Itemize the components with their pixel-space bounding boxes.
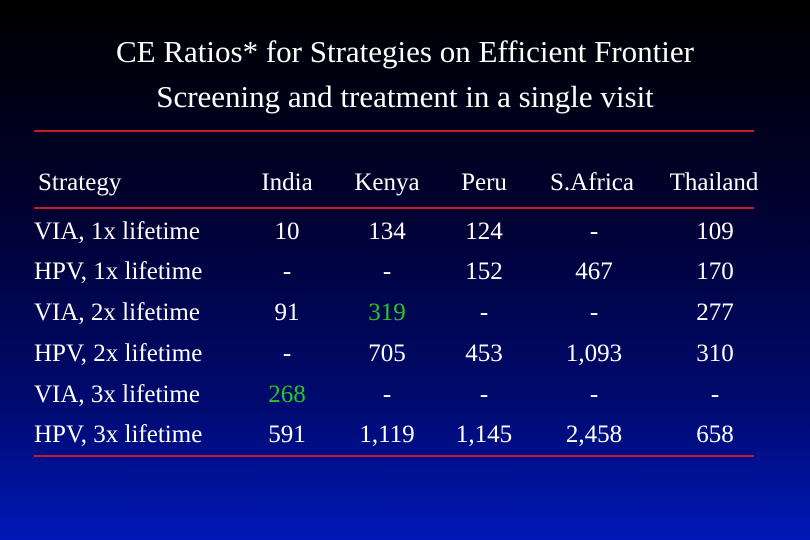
cell-s-africa: 467 bbox=[575, 258, 613, 285]
cell-india: 91 bbox=[274, 299, 300, 326]
cell-kenya-highlighted: 319 bbox=[368, 299, 406, 326]
cell-kenya: - bbox=[382, 381, 392, 408]
cell-peru: 124 bbox=[465, 218, 503, 245]
cell-thailand: 310 bbox=[696, 340, 734, 367]
cell-kenya: 705 bbox=[368, 340, 406, 367]
cell-thailand: - bbox=[710, 381, 720, 408]
cell-peru: - bbox=[479, 381, 489, 408]
cell-peru: 152 bbox=[465, 258, 503, 285]
cell-india: 591 bbox=[268, 421, 306, 448]
slide-title-line-2: Screening and treatment in a single visi… bbox=[156, 79, 654, 114]
cell-india: - bbox=[282, 258, 292, 285]
header-s-africa: S.Africa bbox=[550, 169, 634, 196]
cell-india: 10 bbox=[274, 218, 300, 245]
table-row: VIA, 1x lifetime 10 134 124 - 109 bbox=[0, 218, 810, 258]
table-bottom-divider bbox=[34, 455, 754, 457]
cell-india: - bbox=[282, 340, 292, 367]
cell-s-africa: - bbox=[589, 218, 599, 245]
table-row: VIA, 2x lifetime 91 319 - - 277 bbox=[0, 299, 810, 339]
table-row: HPV, 3x lifetime 591 1,119 1,145 2,458 6… bbox=[0, 421, 810, 461]
cell-india-highlighted: 268 bbox=[268, 381, 306, 408]
cell-kenya: 134 bbox=[368, 218, 406, 245]
cell-peru: 453 bbox=[465, 340, 503, 367]
header-thailand: Thailand bbox=[669, 169, 759, 196]
header-divider bbox=[34, 207, 754, 209]
slide-title-line-1: CE Ratios* for Strategies on Efficient F… bbox=[116, 34, 694, 69]
cell-s-africa: - bbox=[589, 381, 599, 408]
cell-thailand: 658 bbox=[696, 421, 734, 448]
cell-strategy: HPV, 2x lifetime bbox=[34, 340, 203, 367]
cell-thailand: 170 bbox=[696, 258, 734, 285]
cell-strategy: VIA, 1x lifetime bbox=[34, 218, 200, 245]
table-row: HPV, 1x lifetime - - 152 467 170 bbox=[0, 258, 810, 298]
cell-strategy: HPV, 1x lifetime bbox=[34, 258, 203, 285]
cell-peru: - bbox=[479, 299, 489, 326]
table-row: VIA, 3x lifetime 268 - - - - bbox=[0, 381, 810, 421]
header-peru: Peru bbox=[461, 169, 507, 196]
cell-strategy: HPV, 3x lifetime bbox=[34, 421, 203, 448]
cell-s-africa: - bbox=[589, 299, 599, 326]
header-kenya: Kenya bbox=[354, 169, 420, 196]
title-divider bbox=[34, 130, 754, 132]
header-strategy: Strategy bbox=[38, 169, 122, 196]
cell-s-africa: 1,093 bbox=[565, 340, 623, 367]
cell-kenya: - bbox=[382, 258, 392, 285]
cell-s-africa: 2,458 bbox=[565, 421, 623, 448]
cell-thailand: 109 bbox=[696, 218, 734, 245]
cell-thailand: 277 bbox=[696, 299, 734, 326]
cell-peru: 1,145 bbox=[455, 421, 513, 448]
cell-strategy: VIA, 2x lifetime bbox=[34, 299, 200, 326]
cell-strategy: VIA, 3x lifetime bbox=[34, 381, 200, 408]
table-row: HPV, 2x lifetime - 705 453 1,093 310 bbox=[0, 340, 810, 380]
cell-kenya: 1,119 bbox=[359, 421, 415, 448]
header-india: India bbox=[261, 169, 313, 196]
